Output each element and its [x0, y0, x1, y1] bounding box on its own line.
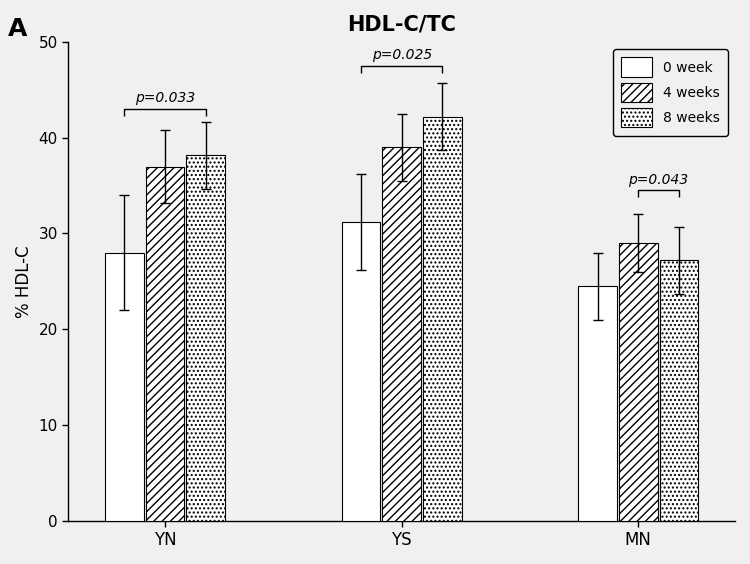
Bar	[619, 243, 658, 521]
Legend: 0 week, 4 weeks, 8 weeks: 0 week, 4 weeks, 8 weeks	[613, 49, 728, 136]
Bar	[382, 147, 421, 521]
Bar	[578, 286, 617, 521]
Title: HDL-C/TC: HDL-C/TC	[347, 15, 456, 35]
Text: A: A	[8, 17, 27, 41]
Bar	[659, 261, 698, 521]
Bar	[146, 166, 184, 521]
Y-axis label: % HDL-C: % HDL-C	[15, 245, 33, 318]
Text: p=0.025: p=0.025	[371, 48, 432, 62]
Bar	[423, 117, 462, 521]
Bar	[342, 222, 380, 521]
Bar	[187, 155, 225, 521]
Bar	[105, 253, 144, 521]
Text: p=0.033: p=0.033	[135, 91, 195, 105]
Text: p=0.043: p=0.043	[628, 173, 688, 187]
